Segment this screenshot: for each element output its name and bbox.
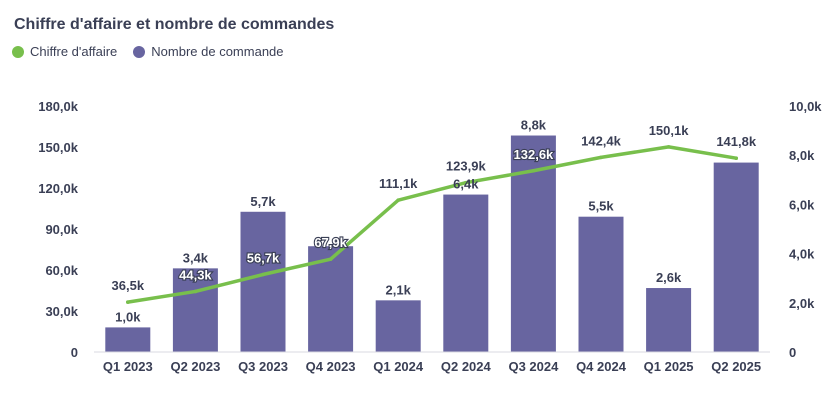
bar	[713, 162, 759, 352]
line-data-label: 56,7k	[247, 251, 280, 266]
legend-item-revenue[interactable]: Chiffre d'affaire	[12, 44, 117, 59]
y-axis-right: 0 2,0k 4,0k 6,0k 8,0k 10,0k	[789, 99, 822, 360]
legend-item-orders[interactable]: Nombre de commande	[133, 44, 284, 59]
y-left-tick-label: 180,0k	[38, 99, 79, 114]
x-tick-label: Q4 2024	[576, 359, 627, 374]
line-data-label: 132,6k	[514, 147, 555, 162]
y-left-tick-label: 120,0k	[38, 181, 79, 196]
x-tick-label: Q3 2024	[508, 359, 559, 374]
legend-swatch-orders	[133, 45, 146, 58]
bar	[443, 194, 489, 352]
y-axis-left: 0 30,0k 60,0k 90,0k 120,0k 150,0k 180,0k	[38, 99, 79, 360]
y-right-tick-label: 4,0k	[789, 247, 815, 262]
line-data-label: 44,3k	[179, 267, 212, 282]
x-tick-label: Q2 2023	[170, 359, 220, 374]
y-right-tick-label: 10,0k	[789, 99, 822, 114]
bar-data-label: 1,0k	[115, 309, 141, 324]
bar	[578, 216, 624, 352]
y-right-tick-label: 6,0k	[789, 197, 815, 212]
x-tick-label: Q3 2023	[238, 359, 288, 374]
y-right-tick-label: 8,0k	[789, 148, 815, 163]
y-left-tick-label: 150,0k	[38, 140, 79, 155]
bar-data-label: 5,5k	[588, 199, 614, 214]
line-data-label: 36,5k	[112, 278, 145, 293]
line-point	[396, 198, 401, 202]
bar-data-label: 8,8k	[521, 118, 547, 133]
line-point	[666, 145, 671, 149]
bar-series	[105, 135, 759, 352]
y-right-tick-label: 0	[789, 345, 796, 360]
line-point	[599, 155, 603, 160]
bar	[240, 211, 286, 352]
bar-data-label: 2,6k	[656, 270, 682, 285]
y-left-tick-label: 0	[71, 345, 78, 360]
y-left-tick-label: 30,0k	[45, 304, 78, 319]
bar-data-label: 2,1k	[386, 282, 412, 297]
line-point	[531, 168, 536, 173]
legend: Chiffre d'affaire Nombre de commande	[12, 44, 300, 59]
line-point	[193, 289, 198, 294]
x-tick-label: Q1 2025	[644, 359, 694, 374]
bar	[172, 268, 218, 352]
line-point	[328, 257, 333, 262]
line-point	[261, 272, 265, 277]
x-tick-label: Q4 2023	[306, 359, 356, 374]
line-data-label: 111,1k	[379, 176, 418, 191]
line-point	[464, 180, 468, 185]
legend-label-revenue: Chiffre d'affaire	[30, 44, 118, 59]
line-data-label: 150,1k	[649, 123, 690, 138]
bar	[375, 300, 421, 352]
bar	[646, 288, 692, 352]
line-series	[126, 145, 738, 304]
x-tick-label: Q1 2023	[103, 359, 153, 374]
bar-data-label: 3,4k	[183, 250, 209, 265]
line-data-label: 141,8k	[716, 134, 757, 149]
data-labels: 1,0k 3,4k 5,7k 2,1k 6,4k 8,8k 5,5k 2,6k 36,5k 44,…	[112, 118, 757, 325]
x-tick-label: Q2 2025	[711, 359, 761, 374]
bar	[105, 327, 151, 352]
line-point	[126, 300, 130, 304]
bar-data-label: 5,7k	[250, 194, 276, 209]
chart-title: Chiffre d'affaire et nombre de commandes	[14, 16, 335, 33]
line-data-label: 123,9k	[446, 159, 487, 174]
line-path	[126, 145, 738, 304]
y-right-tick-label: 2,0k	[789, 296, 815, 311]
x-tick-label: Q2 2024	[441, 359, 492, 374]
y-left-tick-label: 90,0k	[45, 222, 78, 237]
legend-label-orders: Nombre de commande	[151, 44, 284, 59]
x-tick-label: Q1 2024	[373, 359, 424, 374]
legend-swatch-revenue	[12, 45, 24, 58]
line-data-label: 142,4k	[581, 133, 622, 148]
x-axis: Q1 2023 Q2 2023 Q3 2023 Q4 2023 Q1 2024 Q2 20…	[94, 351, 770, 374]
line-point	[734, 156, 738, 161]
line-data-label: 67,9k	[314, 235, 347, 250]
bar-data-label: 6,4k	[453, 177, 479, 192]
y-left-tick-label: 60,0k	[45, 263, 78, 278]
